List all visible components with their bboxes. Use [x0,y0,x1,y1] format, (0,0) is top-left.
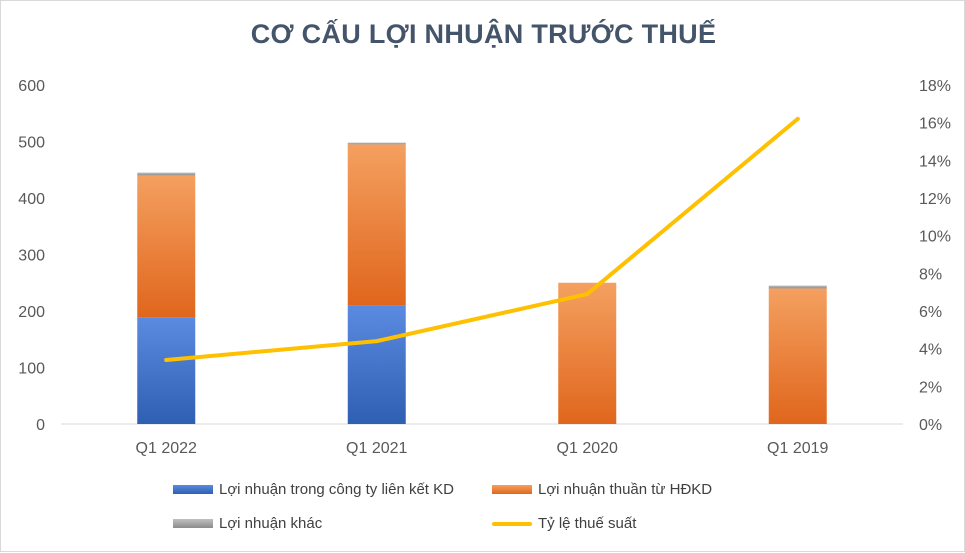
y-left-tick-label: 600 [18,78,45,95]
y-right-tick-label: 2% [919,379,942,396]
bar-segment [137,175,196,318]
y-left-tick-label: 100 [18,361,45,378]
legend-item-other: Lợi nhuận khác [173,515,322,532]
y-left-tick-label: 500 [18,135,45,152]
bar-segment [347,305,406,424]
x-tick-label: Q1 2022 [136,440,197,457]
legend-swatch-other [173,519,213,528]
y-left-tick-label: 400 [18,191,45,208]
y-right-tick-label: 18% [919,78,951,95]
legend-item-tax-rate: Tỷ lệ thuế suất [492,515,636,532]
legend-label-other: Lợi nhuận khác [219,515,323,532]
legend-label-associates: Lợi nhuận trong công ty liên kết KD [219,481,454,498]
x-tick-label: Q1 2019 [767,440,828,457]
legend-swatch-associates [173,485,213,494]
y-right-tick-label: 0% [919,417,942,434]
bar-segment [137,317,196,424]
bar-segment [347,142,406,145]
tax-rate-point [795,116,800,121]
legend-swatch-operating [492,485,532,494]
legend-swatch-tax-rate [492,521,532,526]
y-left-tick-label: 200 [18,304,45,321]
bar-segment [768,288,827,424]
bar-segment [768,285,827,289]
y-right-tick-label: 12% [919,191,951,208]
tax-rate-line [164,116,800,362]
x-tick-label: Q1 2020 [557,440,618,457]
y-left-tick-label: 0 [36,417,45,434]
legend-label-operating: Lợi nhuận thuần từ HĐKD [538,481,713,498]
bar-segment [347,144,406,306]
chart-title: CƠ CẤU LỢI NHUẬN TRƯỚC THUẾ [250,19,717,49]
bar-segment [558,282,617,424]
y-right-tick-label: 16% [919,116,951,133]
y-right-tick-label: 10% [919,229,951,246]
legend-label-tax-rate: Tỷ lệ thuế suất [538,515,637,532]
y-left-tick-label: 300 [18,248,45,265]
y-right-tick-label: 14% [919,153,951,170]
bar-segment [137,172,196,176]
tax-rate-point [585,292,590,297]
tax-rate-point [164,357,169,362]
y-right-tick-label: 4% [919,342,942,359]
y-right-tick-label: 6% [919,304,942,321]
legend-item-operating: Lợi nhuận thuần từ HĐKD [492,481,712,498]
x-tick-label: Q1 2021 [346,440,407,457]
tax-rate-point [374,339,379,344]
legend-item-associates: Lợi nhuận trong công ty liên kết KD [173,481,454,498]
y-right-tick-label: 8% [919,266,942,283]
chart-plot: 0 100 200 300 400 500 600 0% 2% 4% 6% 8% 10% 12% 14% 16… [18,78,951,457]
